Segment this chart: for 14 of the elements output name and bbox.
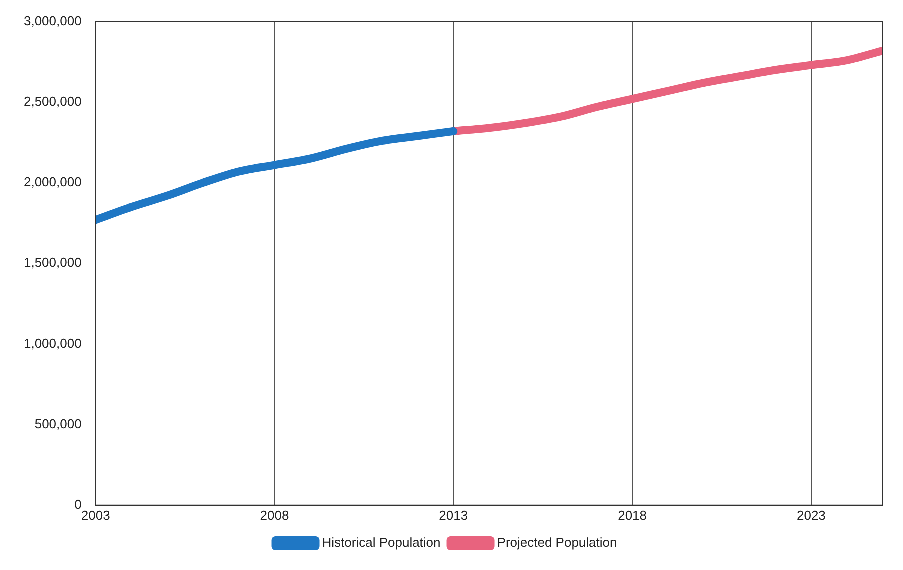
- y-tick-label: 1,500,000: [24, 255, 82, 270]
- y-tick-label: 0: [74, 496, 82, 512]
- x-tick-label: 2013: [439, 508, 468, 523]
- x-tick-label: 2008: [260, 508, 290, 523]
- legend-label: Historical Population: [322, 535, 441, 550]
- x-tick-label: 2003: [81, 508, 110, 523]
- legend-label: Projected Population: [497, 535, 618, 550]
- x-tick-label: 2018: [618, 508, 647, 523]
- x-tick-label: 2023: [796, 508, 826, 523]
- y-tick-label: 3,000,000: [24, 13, 82, 28]
- y-tick-label: 1,000,000: [24, 336, 82, 351]
- y-tick-label: 500,000: [34, 416, 82, 432]
- y-tick-label: 2,500,000: [24, 94, 82, 109]
- y-tick-label: 2,000,000: [24, 174, 82, 190]
